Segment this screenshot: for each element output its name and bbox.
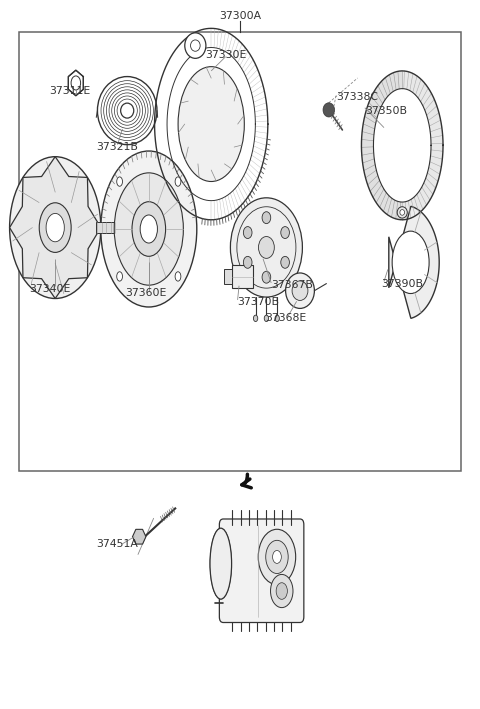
Text: 37368E: 37368E xyxy=(265,313,306,323)
Ellipse shape xyxy=(46,213,64,242)
Text: 37360E: 37360E xyxy=(126,288,167,298)
Text: 37350B: 37350B xyxy=(365,106,407,116)
Text: 37451A: 37451A xyxy=(96,539,139,549)
Ellipse shape xyxy=(120,103,134,118)
Ellipse shape xyxy=(286,273,314,308)
Ellipse shape xyxy=(276,583,288,599)
Ellipse shape xyxy=(258,237,275,258)
Ellipse shape xyxy=(271,574,293,608)
Ellipse shape xyxy=(273,550,281,564)
Ellipse shape xyxy=(323,103,335,117)
Text: 37311E: 37311E xyxy=(49,86,90,96)
Ellipse shape xyxy=(275,316,279,322)
Ellipse shape xyxy=(262,272,271,283)
FancyBboxPatch shape xyxy=(219,519,304,623)
Ellipse shape xyxy=(292,281,308,301)
Polygon shape xyxy=(68,70,84,96)
Ellipse shape xyxy=(191,40,200,51)
Ellipse shape xyxy=(400,210,405,216)
Ellipse shape xyxy=(392,231,429,294)
Ellipse shape xyxy=(39,203,71,252)
Ellipse shape xyxy=(258,529,296,584)
Bar xyxy=(224,269,231,284)
Ellipse shape xyxy=(281,227,289,238)
Ellipse shape xyxy=(262,212,271,223)
Bar xyxy=(96,222,121,233)
Ellipse shape xyxy=(185,33,206,58)
Bar xyxy=(231,265,253,288)
Text: 37338C: 37338C xyxy=(336,92,378,102)
Polygon shape xyxy=(402,71,443,220)
Text: 37367B: 37367B xyxy=(271,280,313,290)
Ellipse shape xyxy=(97,77,157,145)
Ellipse shape xyxy=(114,173,183,285)
Ellipse shape xyxy=(243,227,252,238)
Text: 37370B: 37370B xyxy=(238,297,279,307)
Ellipse shape xyxy=(178,67,244,182)
Ellipse shape xyxy=(397,207,407,218)
Ellipse shape xyxy=(117,177,122,186)
Ellipse shape xyxy=(140,215,157,243)
Bar xyxy=(19,32,461,471)
Polygon shape xyxy=(10,157,101,298)
Polygon shape xyxy=(389,206,439,318)
Ellipse shape xyxy=(230,198,302,297)
Ellipse shape xyxy=(281,257,289,268)
Ellipse shape xyxy=(132,201,166,257)
Ellipse shape xyxy=(374,89,431,201)
Ellipse shape xyxy=(10,157,101,298)
Ellipse shape xyxy=(117,272,122,281)
Text: 37330E: 37330E xyxy=(205,50,246,60)
Ellipse shape xyxy=(253,316,258,322)
Ellipse shape xyxy=(175,177,181,186)
Ellipse shape xyxy=(167,48,255,201)
Ellipse shape xyxy=(101,151,197,307)
Ellipse shape xyxy=(71,76,81,90)
Ellipse shape xyxy=(243,257,252,268)
Text: 37390B: 37390B xyxy=(382,279,424,289)
Polygon shape xyxy=(132,530,146,544)
Text: 37321B: 37321B xyxy=(96,142,139,152)
Text: 37340E: 37340E xyxy=(30,284,71,294)
Text: 37300A: 37300A xyxy=(219,11,261,21)
Ellipse shape xyxy=(210,528,232,599)
Ellipse shape xyxy=(266,540,288,574)
Ellipse shape xyxy=(264,316,269,322)
Ellipse shape xyxy=(175,272,181,281)
Polygon shape xyxy=(361,71,402,220)
